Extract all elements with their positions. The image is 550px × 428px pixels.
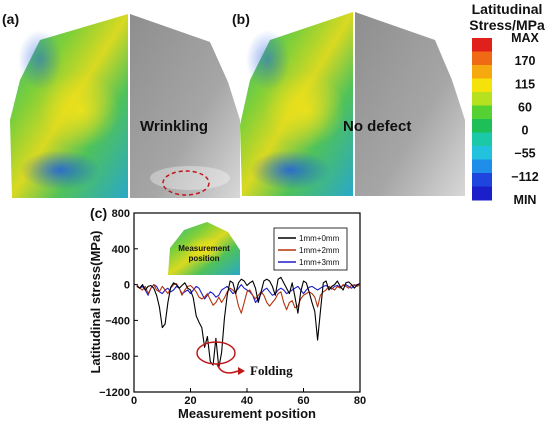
colorbar-swatch: [472, 186, 492, 201]
measurement-inset: Measurement position: [168, 222, 240, 275]
x-tick-label: 40: [241, 395, 253, 407]
colorbar-swatch: [472, 159, 492, 174]
legend: 1mm+0mm 1mm+2mm 1mm+3mm: [273, 227, 348, 271]
panel-b: (b) No defect: [232, 11, 465, 196]
colorbar-tick-label: MAX: [511, 31, 539, 45]
legend-box: [273, 227, 348, 271]
y-tick-label: 0: [124, 280, 130, 292]
panel-b-grey-simulation: [355, 12, 465, 196]
panel-a: (a) Wrinkling: [2, 11, 240, 198]
colorbar: Latitudinal Stress/MPa MAX 170 115 60 0 −55 −1…: [469, 1, 545, 207]
x-tick-label: 60: [297, 395, 309, 407]
wrinkling-label: Wrinkling: [140, 118, 208, 135]
x-tick-label: 80: [354, 395, 366, 407]
y-tick-label: −400: [105, 315, 130, 327]
colorbar-tick-label: 60: [518, 100, 532, 114]
colorbar-swatch: [472, 105, 492, 120]
panel-c-label: (c): [90, 205, 107, 221]
panel-a-high-stress-zone: [40, 72, 120, 148]
colorbar-swatch: [472, 173, 492, 187]
folding-marker: [196, 341, 236, 365]
colorbar-swatch: [472, 146, 492, 160]
colorbar-swatch: [472, 132, 492, 147]
colorbar-swatch: [472, 78, 492, 93]
series-line-1mm+0mm: [136, 276, 361, 369]
legend-label: 1mm+3mm: [299, 258, 340, 267]
colorbar-swatch: [472, 38, 492, 52]
colorbar-title-line2: Stress/MPa: [469, 17, 545, 33]
y-tick-label: −800: [105, 351, 130, 363]
no-defect-label: No defect: [343, 118, 411, 135]
colorbar-tick-label: 170: [515, 54, 536, 68]
colorbar-swatches: [472, 38, 492, 201]
legend-label: 1mm+2mm: [299, 246, 340, 255]
x-tick-label: 0: [131, 395, 137, 407]
inset-label-line1: Measurement: [178, 244, 230, 253]
colorbar-swatch: [472, 92, 492, 106]
wrinkling-marker: [162, 170, 210, 196]
panel-a-low-stress-zone: [20, 150, 100, 190]
colorbar-labels: MAX 170 115 60 0 −55 −112 MIN: [511, 31, 539, 207]
legend-label: 1mm+0mm: [299, 234, 340, 243]
x-axis-ticks: 0 20 40 60 80: [131, 388, 366, 407]
folding-annotation: Folding: [196, 341, 293, 378]
colorbar-title-line1: Latitudinal: [472, 1, 543, 17]
colorbar-tick-label: 0: [522, 124, 529, 138]
panel-b-label: (b): [232, 11, 250, 27]
y-tick-label: 800: [112, 208, 130, 220]
y-tick-label: −1200: [99, 387, 130, 399]
series-lines: [136, 276, 361, 369]
x-tick-label: 20: [184, 395, 196, 407]
inset-label-line2: position: [188, 254, 219, 263]
colorbar-tick-label: MIN: [514, 193, 537, 207]
panel-a-label: (a): [2, 11, 19, 27]
colorbar-tick-label: −112: [511, 170, 539, 184]
colorbar-swatch: [472, 65, 492, 79]
y-axis-title: Latitudinal stress(MPa): [88, 230, 103, 373]
folding-label: Folding: [250, 363, 293, 378]
colorbar-swatch: [472, 119, 492, 133]
panel-a-grey-simulation: [130, 14, 240, 198]
colorbar-swatch: [472, 51, 492, 66]
colorbar-tick-label: 115: [515, 77, 535, 91]
folding-arrow: [216, 363, 239, 374]
y-axis-ticks: 800 400 0 −400 −800 −1200: [99, 208, 138, 399]
colorbar-tick-label: −55: [514, 147, 535, 161]
x-axis-title: Measurement position: [178, 406, 316, 421]
panel-c: (c) 800 400 0 −400 −800 −1200 0 20 40 60 80 Measu…: [88, 205, 366, 421]
y-tick-label: 400: [112, 244, 130, 256]
